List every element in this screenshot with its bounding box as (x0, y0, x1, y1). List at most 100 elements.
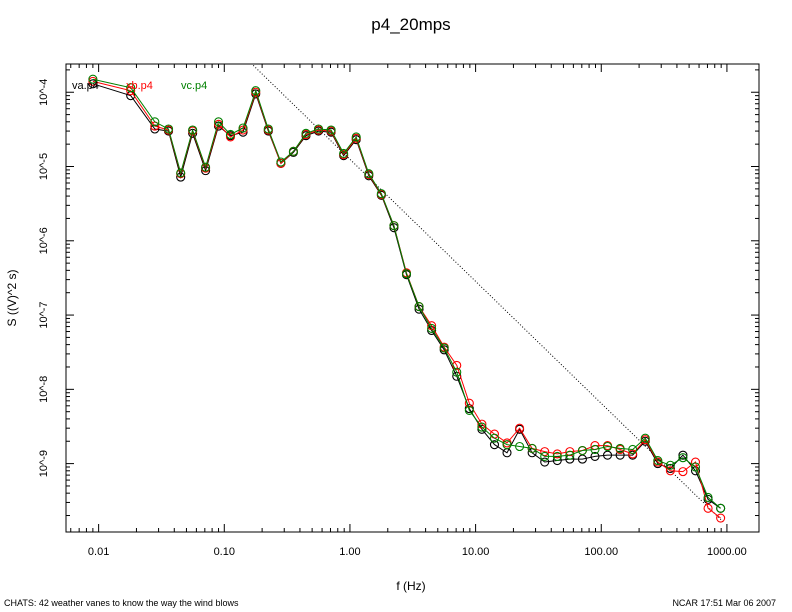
chart-title: p4_20mps (371, 15, 450, 34)
data-point (540, 457, 550, 467)
data-point (703, 492, 713, 503)
data-point (477, 422, 487, 432)
data-point (88, 74, 98, 84)
data-point (313, 124, 324, 134)
data-point (552, 451, 562, 461)
data-point (590, 444, 600, 455)
series-xb.p4 (88, 76, 726, 523)
data-point (201, 162, 211, 172)
data-point (225, 129, 236, 140)
data-point (615, 450, 625, 460)
data-point (150, 117, 160, 127)
data-point (225, 132, 236, 142)
data-point (703, 503, 713, 513)
legend: va.p4 xb.p4 vc.p4 (72, 80, 207, 92)
data-point (628, 444, 638, 455)
data-point (401, 269, 412, 279)
data-point (540, 447, 550, 457)
data-point (126, 86, 136, 96)
data-point (690, 462, 701, 472)
y-tick-label: 10^-8 (38, 376, 50, 403)
data-point (351, 132, 361, 142)
data-point (452, 367, 462, 377)
x-tick-label: 0.10 (214, 546, 235, 558)
data-point (615, 443, 625, 453)
data-point (489, 440, 500, 450)
data-point (716, 503, 726, 513)
data-point (678, 450, 688, 460)
x-tick-label: 1000.00 (707, 546, 747, 558)
data-point (276, 157, 286, 167)
data-point (716, 513, 726, 523)
data-point (238, 123, 248, 133)
data-point (602, 450, 613, 460)
series-vc.p4 (88, 74, 726, 513)
data-point (678, 453, 688, 463)
series-line (92, 83, 721, 509)
data-point (364, 169, 374, 179)
data-point (502, 440, 512, 450)
data-point (464, 405, 474, 415)
legend-entry-vc: vc.p4 (181, 80, 207, 92)
data-point (590, 451, 600, 461)
data-point (577, 445, 587, 456)
data-point (678, 467, 688, 477)
data-point (527, 443, 537, 453)
x-tick-label: 1.00 (339, 546, 360, 558)
data-point (389, 221, 399, 231)
data-point (577, 454, 587, 464)
y-tick-label: 10^-9 (38, 450, 50, 477)
data-point (376, 189, 386, 199)
data-point (288, 146, 298, 156)
data-point (602, 441, 613, 452)
footer-left: CHATS: 42 weather vanes to know the way … (4, 598, 239, 608)
data-point (640, 433, 650, 443)
y-axis-label: S ((V)^2 s) (5, 270, 19, 327)
legend-entry-xb: xb.p4 (126, 80, 153, 92)
data-point (477, 419, 487, 429)
data-point (188, 125, 198, 135)
data-point (464, 398, 474, 408)
series-layer (88, 74, 726, 523)
data-point (427, 323, 437, 334)
data-point (263, 124, 273, 134)
y-tick-label: 10^-4 (38, 79, 50, 106)
x-tick-label: 10.00 (462, 546, 490, 558)
plot-frame (65, 63, 760, 533)
data-point (552, 449, 562, 459)
data-point (213, 117, 224, 127)
y-tick-label: 10^-5 (38, 153, 50, 180)
x-tick-label: 0.01 (88, 546, 109, 558)
data-point (88, 76, 98, 86)
data-point (439, 343, 449, 353)
data-point (163, 124, 174, 134)
data-point (665, 460, 675, 470)
x-tick-label: 100.00 (584, 546, 618, 558)
data-point (690, 457, 701, 467)
x-axis-label: f (Hz) (396, 579, 425, 593)
data-point (88, 79, 98, 89)
y-tick-label: 10^-7 (38, 301, 50, 328)
data-point (665, 466, 675, 476)
data-point (565, 450, 575, 460)
legend-entry-va: va.p4 (72, 80, 99, 92)
data-point (326, 125, 336, 135)
footer-right: NCAR 17:51 Mar 06 2007 (672, 598, 776, 608)
series-line (92, 78, 721, 509)
y-tick-label: 10^-6 (38, 227, 50, 254)
data-point (427, 321, 437, 331)
data-point (301, 128, 311, 138)
data-point (653, 455, 663, 466)
data-point (176, 168, 186, 178)
data-point (126, 83, 136, 93)
data-point (414, 302, 424, 312)
data-point (515, 423, 525, 433)
data-point (251, 86, 261, 96)
data-point (489, 433, 500, 443)
data-point (515, 441, 525, 452)
data-point (213, 119, 224, 129)
data-point (150, 124, 160, 134)
data-point (540, 451, 550, 461)
axis-ticks: 0.01 0.10 1.00 10.00 100.00 1000.00 10^-9 10^-8… (38, 64, 759, 558)
